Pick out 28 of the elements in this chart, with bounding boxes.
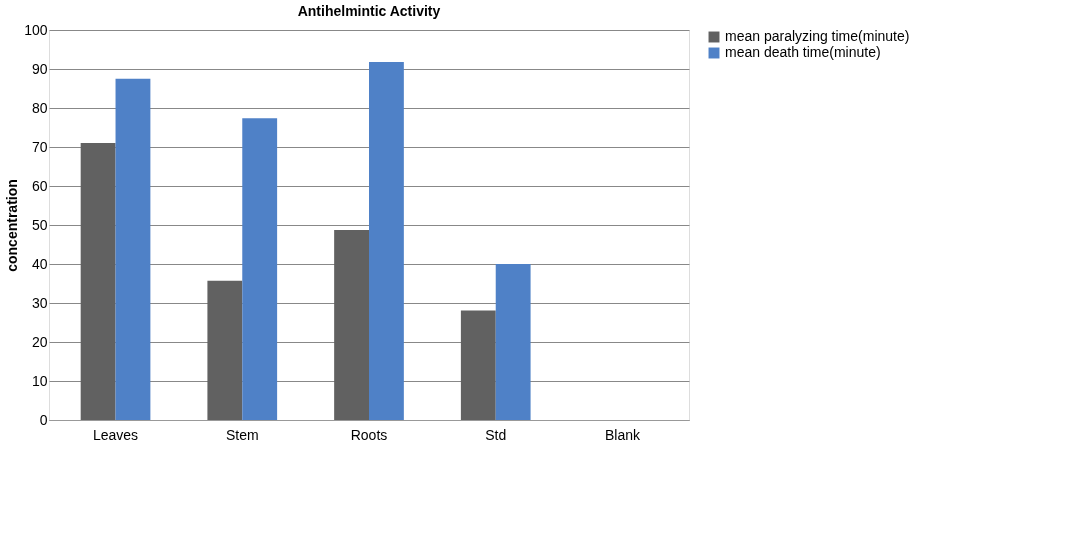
x-tick-label: Stem (225, 426, 259, 443)
bar (115, 78, 151, 420)
chart-title: Antihelmintic Activity (297, 3, 441, 19)
y-tick-label: 70 (31, 138, 48, 155)
y-tick-label: 100 (24, 21, 48, 38)
bar (495, 264, 531, 420)
x-tick-label: Leaves (92, 426, 139, 443)
bar (460, 310, 496, 420)
bar (242, 118, 278, 420)
bar (369, 61, 404, 420)
y-tick-label: 80 (31, 99, 48, 116)
x-tick-label: Std (485, 426, 507, 443)
bar (207, 280, 243, 420)
y-tick-label: 0 (39, 411, 48, 428)
y-tick-label: 20 (31, 333, 48, 350)
bar (80, 143, 116, 420)
x-tick-label: Blank (604, 426, 641, 443)
y-axis-title: concentration (4, 179, 21, 272)
bar (334, 230, 369, 420)
legend-label: mean death time(minute) (725, 44, 881, 60)
y-tick-label: 40 (31, 255, 48, 272)
y-tick-label: 60 (31, 177, 48, 194)
y-tick-label: 30 (31, 294, 48, 311)
y-tick-label: 50 (31, 216, 48, 233)
legend-label: mean paralyzing time(minute) (725, 28, 910, 44)
x-tick-label: Roots (350, 426, 388, 443)
y-tick-label: 10 (31, 372, 48, 389)
y-tick-label: 90 (31, 60, 48, 77)
